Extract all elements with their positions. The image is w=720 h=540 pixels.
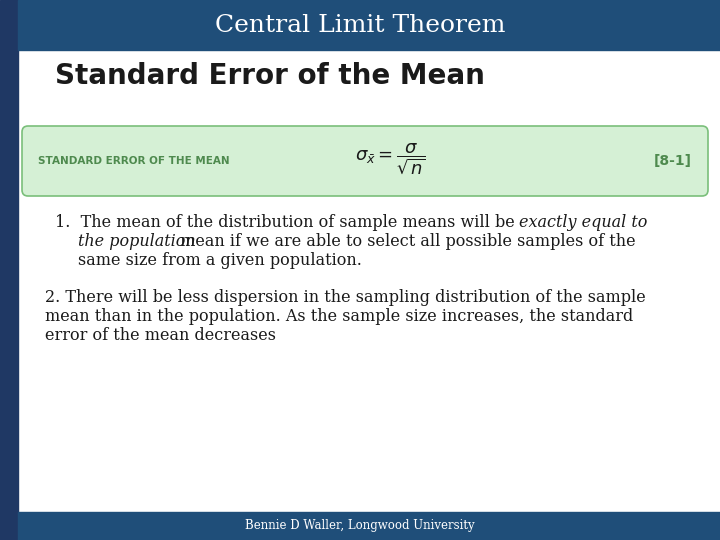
- Bar: [18, 512, 720, 540]
- Text: 2. There will be less dispersion in the sampling distribution of the sample: 2. There will be less dispersion in the …: [45, 289, 646, 306]
- Text: same size from a given population.: same size from a given population.: [78, 252, 362, 269]
- Text: Standard Error of the Mean: Standard Error of the Mean: [55, 62, 485, 90]
- Text: exactly equal to: exactly equal to: [519, 214, 647, 231]
- Text: Central Limit Theorem: Central Limit Theorem: [215, 14, 505, 37]
- Bar: [18, 0, 720, 50]
- Text: mean than in the population. As the sample size increases, the standard: mean than in the population. As the samp…: [45, 308, 634, 325]
- Text: error of the mean decreases: error of the mean decreases: [45, 327, 276, 344]
- FancyBboxPatch shape: [22, 126, 708, 196]
- Text: STANDARD ERROR OF THE MEAN: STANDARD ERROR OF THE MEAN: [38, 156, 230, 166]
- Text: the population: the population: [78, 233, 196, 250]
- Text: 1.  The mean of the distribution of sample means will be: 1. The mean of the distribution of sampl…: [55, 214, 520, 231]
- Text: mean if we are able to select all possible samples of the: mean if we are able to select all possib…: [175, 233, 636, 250]
- Text: [8-1]: [8-1]: [654, 154, 692, 168]
- Text: Bennie D Waller, Longwood University: Bennie D Waller, Longwood University: [246, 519, 474, 532]
- Bar: [0, 0, 18, 540]
- Text: $\sigma_{\bar{x}} = \dfrac{\sigma}{\sqrt{n}}$: $\sigma_{\bar{x}} = \dfrac{\sigma}{\sqrt…: [354, 141, 426, 177]
